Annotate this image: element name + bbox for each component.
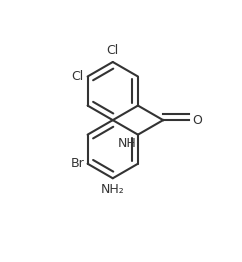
Text: NH₂: NH₂ — [101, 183, 125, 196]
Text: NH: NH — [117, 137, 136, 150]
Text: Cl: Cl — [107, 44, 119, 57]
Text: O: O — [192, 114, 202, 127]
Text: Cl: Cl — [72, 70, 84, 83]
Text: Br: Br — [71, 157, 85, 170]
